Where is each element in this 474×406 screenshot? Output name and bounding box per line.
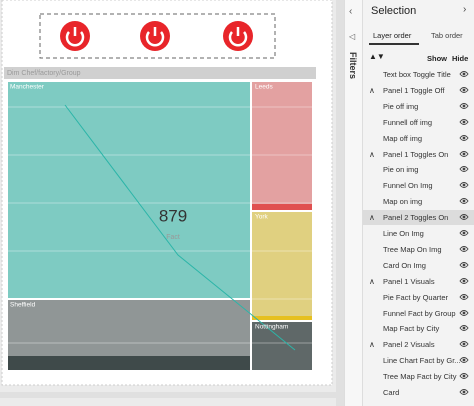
report-canvas: Dim Chef/factory/Group Manchester Leeds … [0, 0, 345, 406]
pane-title: Selection [371, 5, 417, 17]
tile-label: Nottingham [255, 324, 288, 331]
layer-item[interactable]: Map Fact by City [363, 321, 474, 336]
tile[interactable] [252, 322, 312, 370]
layer-item[interactable]: Tree Map On Img [363, 242, 474, 257]
layer-label: Panel 2 Toggles On [383, 213, 449, 223]
layer-item[interactable]: Text box Toggle Title [363, 67, 474, 82]
layer-label: Tree Map Fact by City [383, 372, 457, 382]
tile-label: York [255, 214, 269, 221]
layer-item[interactable]: Funnell off img [363, 115, 474, 130]
visibility-icon[interactable] [459, 340, 469, 348]
layer-item[interactable]: Tree Map Fact by City [363, 369, 474, 384]
visibility-icon[interactable] [459, 245, 469, 253]
tile-label: Manchester [10, 84, 45, 91]
toggle-button[interactable] [140, 21, 170, 51]
layer-item[interactable]: Card [363, 385, 474, 400]
layer-group[interactable]: ∧ Panel 1 Toggles On [363, 147, 474, 162]
filters-strip: ‹ ◁ Filters [344, 0, 363, 406]
layer-label: Pie Fact by Quarter [383, 292, 449, 302]
layer-label: Map off img [383, 133, 423, 143]
expand-chevron[interactable]: ∧ [369, 85, 375, 95]
layer-label: Funnel Fact by Group [383, 308, 456, 318]
layer-item[interactable]: Pie on img [363, 162, 474, 177]
layer-group[interactable]: ∧ Panel 2 Toggles On [363, 210, 474, 226]
layer-group[interactable]: ∧ Panel 1 Visuals [363, 274, 474, 289]
expand-chevron[interactable]: ∧ [369, 276, 375, 286]
layer-label: Line On Img [383, 229, 424, 238]
layer-group[interactable]: ∧ Panel 2 Visuals [363, 337, 474, 352]
layer-item[interactable]: Map on img [363, 194, 474, 209]
layer-item[interactable]: Pie Fact by Quarter [363, 290, 474, 305]
layer-label: Card [383, 388, 400, 397]
tile[interactable] [252, 212, 312, 320]
layer-item[interactable]: Funnel On Img [363, 178, 474, 193]
layer-label: Funnel On Img [383, 181, 433, 191]
layer-label: Line Chart Fact by Gr... [383, 356, 461, 366]
expand-chevron[interactable]: ∧ [369, 149, 375, 159]
tab[interactable]: Tab order [431, 31, 463, 40]
tile-label: Leeds [255, 84, 273, 91]
layer-label: Pie on img [383, 165, 419, 175]
visibility-icon[interactable] [459, 372, 469, 380]
layer-item[interactable]: Line On Img [363, 226, 474, 241]
selection-pane: Selection › Layer order Tab order ▲▼ Sho… [362, 0, 474, 406]
toggle-button[interactable] [223, 21, 253, 51]
visibility-icon[interactable] [459, 70, 469, 78]
visibility-icon[interactable] [459, 150, 469, 158]
layer-item[interactable]: Funnel Fact by Group [363, 306, 474, 321]
visibility-icon[interactable] [459, 229, 469, 237]
visibility-icon[interactable] [459, 197, 469, 205]
layer-label: Tree Map On Img [383, 244, 442, 254]
layer-group[interactable]: ∧ Panel 1 Toggle Off [363, 83, 474, 98]
card-label: Fact [166, 234, 180, 241]
visibility-icon[interactable] [459, 293, 469, 301]
layer-label: Panel 1 Toggles On [383, 149, 449, 159]
layer-label: Funnell off img [383, 117, 433, 127]
layer-label: Text box Toggle Title [383, 70, 451, 79]
visual-header: Dim Chef/factory/Group [7, 70, 81, 77]
visibility-icon[interactable] [459, 356, 469, 364]
hide-label: Hide [452, 54, 469, 63]
visibility-icon[interactable] [459, 102, 469, 110]
layer-label: Map Fact by City [383, 324, 440, 334]
layer-item[interactable]: Card On Img [363, 258, 474, 273]
visibility-icon[interactable] [459, 324, 469, 332]
tile[interactable] [252, 82, 312, 210]
visibility-icon[interactable] [459, 309, 469, 317]
close-icon[interactable]: › [463, 4, 467, 15]
layer-label: Card On Img [383, 260, 426, 270]
visibility-icon[interactable] [459, 86, 469, 94]
layer-item[interactable]: Pie off img [363, 99, 474, 114]
selection-box [39, 13, 276, 59]
collapse-icon[interactable]: ‹ [349, 6, 353, 17]
card-value: 879 [159, 206, 187, 225]
layer-label: Map on img [383, 197, 423, 207]
show-label: Show [427, 54, 447, 63]
layer-label: Panel 2 Visuals [383, 340, 435, 350]
visibility-icon[interactable] [459, 134, 469, 142]
toggle-button[interactable] [60, 21, 90, 51]
layer-item[interactable]: Map off img [363, 131, 474, 146]
layer-label: Pie off img [383, 101, 419, 111]
visibility-icon[interactable] [459, 261, 469, 269]
expand-chevron[interactable]: ∧ [369, 213, 375, 223]
visibility-icon[interactable] [459, 181, 469, 189]
visibility-icon[interactable] [459, 388, 469, 396]
visibility-icon[interactable] [459, 213, 469, 221]
layer-label: Panel 1 Toggle Off [383, 85, 445, 95]
visibility-icon[interactable] [459, 165, 469, 173]
filters-label[interactable]: Filters [348, 52, 358, 80]
visibility-icon[interactable] [459, 118, 469, 126]
expand-chevron[interactable]: ∧ [369, 340, 375, 350]
layer-label: Panel 1 Visuals [383, 276, 435, 286]
tab[interactable]: Layer order [373, 31, 412, 40]
layer-item[interactable]: Line Chart Fact by Gr... [363, 353, 474, 368]
order-arrows[interactable]: ▲▼ [369, 52, 385, 61]
tile-label: Sheffield [10, 302, 36, 309]
visibility-icon[interactable] [459, 277, 469, 285]
